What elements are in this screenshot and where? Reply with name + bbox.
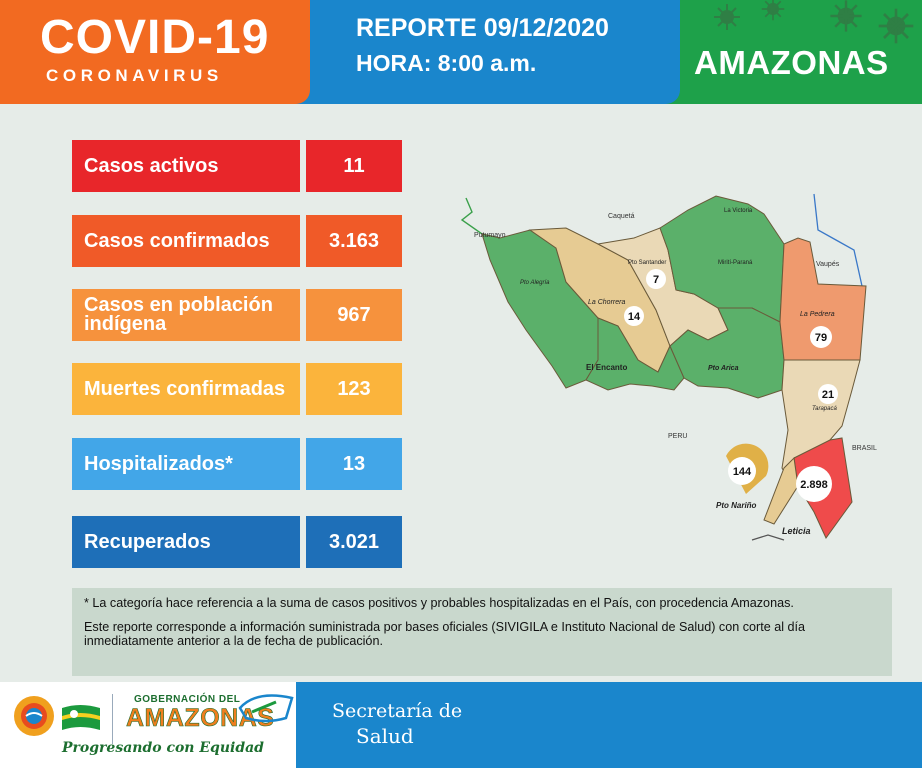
stat-value: 13 bbox=[306, 438, 402, 490]
stat-row: Recuperados 3.021 bbox=[72, 516, 402, 568]
virus-icon bbox=[761, 0, 785, 21]
label-pto-arica: Pto Arica bbox=[708, 365, 739, 372]
label-pto-alegria: Pto Alegría bbox=[520, 280, 550, 286]
logo-divider bbox=[112, 694, 113, 744]
label-el-encanto: El Encanto bbox=[586, 363, 627, 372]
flag-logo-icon bbox=[62, 705, 100, 730]
label-la-victoria: La Victoria bbox=[724, 208, 753, 214]
amazonas-map: Caquetá Putumayo Vaupés PERU BRASIL La V… bbox=[460, 193, 877, 541]
count-pto-santander: 7 bbox=[653, 274, 659, 286]
notes-panel: * La categoría hace referencia a la suma… bbox=[72, 588, 892, 676]
count-leticia: 2.898 bbox=[800, 479, 828, 491]
region-el-encanto bbox=[585, 317, 685, 391]
header: COVID-19 CORONAVIRUS REPORTE 09/12/2020 … bbox=[0, 0, 922, 104]
virus-icon bbox=[830, 0, 862, 32]
label-pto-narino: Pto Nariño bbox=[716, 501, 757, 510]
label-leticia: Leticia bbox=[782, 526, 811, 536]
count-la-pedrera: 79 bbox=[815, 332, 827, 344]
region-pto-narino bbox=[763, 456, 799, 525]
stat-label: Muertes confirmadas bbox=[72, 363, 300, 415]
stat-label: Recuperados bbox=[72, 516, 300, 568]
header-region-panel: AMAZONAS bbox=[650, 0, 922, 104]
border-line bbox=[751, 534, 785, 541]
sun-logo-icon bbox=[14, 696, 54, 736]
count-bubble bbox=[728, 457, 756, 485]
stat-label: Casos confirmados bbox=[72, 215, 300, 267]
label-la-pedrera: La Pedrera bbox=[800, 311, 835, 318]
label-caqueta: Caquetá bbox=[608, 213, 635, 220]
secretaria-label: Secretaría de bbox=[332, 700, 463, 722]
stat-value: 967 bbox=[306, 289, 402, 341]
stat-row: Casos en población indígena 967 bbox=[72, 289, 402, 341]
stat-value: 3.163 bbox=[306, 215, 402, 267]
count-bubble bbox=[818, 384, 838, 404]
footer-logos: GOBERNACIÓN DEL AMAZONAS Progresando con… bbox=[0, 682, 310, 768]
stat-label: Casos en población indígena bbox=[72, 289, 300, 341]
report-date: REPORTE 09/12/2020 bbox=[356, 14, 609, 42]
stat-value: 3.021 bbox=[306, 516, 402, 568]
label-putumayo: Putumayo bbox=[474, 232, 506, 239]
virus-icon bbox=[714, 4, 740, 30]
covid-subtitle: CORONAVIRUS bbox=[46, 66, 223, 85]
footnote-text: * La categoría hace referencia a la suma… bbox=[84, 596, 794, 610]
slogan: Progresando con Equidad bbox=[62, 740, 264, 756]
map-outline-icon bbox=[238, 694, 294, 723]
count-pto-narino: 144 bbox=[733, 466, 752, 478]
count-tarapaca: 21 bbox=[822, 389, 834, 401]
report-hour: HORA: 8:00 a.m. bbox=[356, 50, 537, 76]
count-bubble bbox=[810, 326, 832, 348]
header-title-panel: COVID-19 CORONAVIRUS bbox=[0, 0, 310, 104]
stat-value: 123 bbox=[306, 363, 402, 415]
stat-value: 11 bbox=[306, 140, 402, 192]
covid-title: COVID-19 bbox=[40, 11, 270, 64]
stat-row: Muertes confirmadas 123 bbox=[72, 363, 402, 415]
count-la-chorrera: 14 bbox=[628, 311, 641, 323]
label-peru: PERU bbox=[668, 433, 687, 440]
footer-secretaria: Secretaría de Salud bbox=[296, 682, 922, 768]
label-tarapaca: Tarapacá bbox=[812, 406, 837, 412]
region-name: AMAZONAS bbox=[694, 44, 889, 81]
stat-label: Hospitalizados* bbox=[72, 438, 300, 490]
stat-row: Casos confirmados 3.163 bbox=[72, 215, 402, 267]
stat-label: Casos activos bbox=[72, 140, 300, 192]
count-bubble bbox=[624, 306, 644, 326]
virus-icon bbox=[878, 8, 914, 44]
source-text: Este reporte corresponde a información s… bbox=[84, 620, 806, 648]
label-miriti-parana: Mirití-Paraná bbox=[718, 260, 753, 266]
stat-row: Casos activos 11 bbox=[72, 140, 402, 192]
border-line bbox=[813, 193, 863, 287]
count-bubble bbox=[646, 269, 666, 289]
region-la-pedrera bbox=[779, 237, 867, 361]
header-report-panel: REPORTE 09/12/2020 HORA: 8:00 a.m. bbox=[280, 0, 680, 104]
label-vaupes: Vaupés bbox=[816, 261, 840, 268]
label-brasil: BRASIL bbox=[852, 445, 877, 452]
count-bubble bbox=[796, 466, 832, 502]
salud-label: Salud bbox=[356, 724, 414, 748]
stat-row: Hospitalizados* 13 bbox=[72, 438, 402, 490]
label-pto-santander: Pto Santander bbox=[628, 260, 666, 266]
label-la-chorrera: La Chorrera bbox=[588, 299, 625, 306]
gobernacion-label: GOBERNACIÓN DEL bbox=[134, 694, 241, 705]
